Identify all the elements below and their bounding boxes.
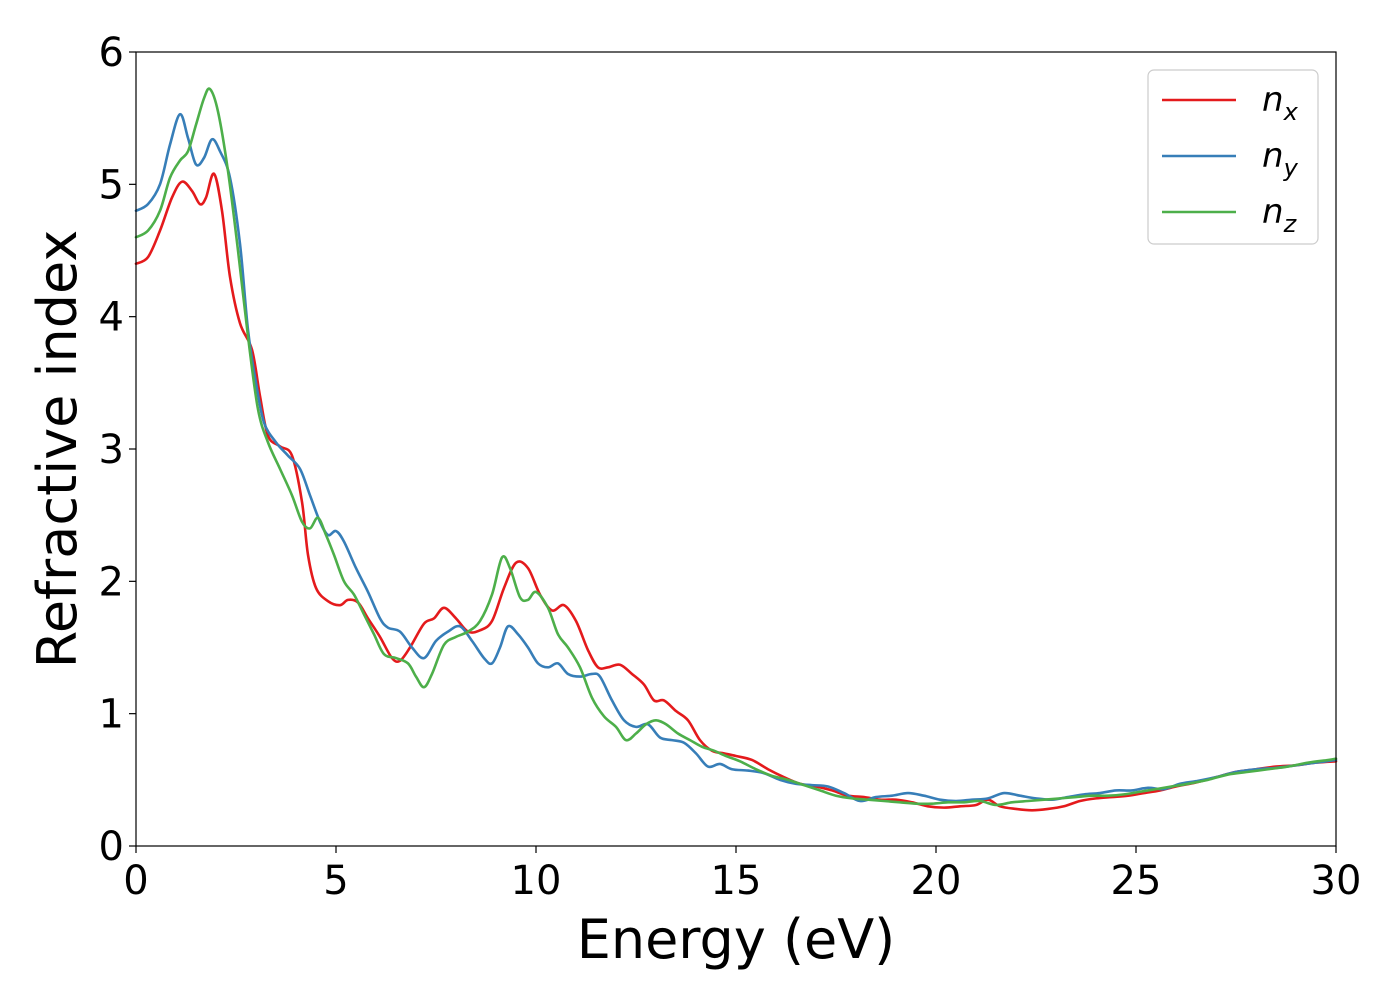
x-tick-label: 20: [911, 858, 962, 904]
x-tick-label: 30: [1311, 858, 1362, 904]
x-tick-label: 0: [123, 858, 148, 904]
plot-lines: [134, 87, 1338, 812]
x-axis-ticks: 0 5 10 15 20 25 30: [123, 846, 1361, 904]
x-tick-label: 15: [711, 858, 762, 904]
y-tick-label: 1: [99, 692, 124, 738]
y-tick-label: 5: [99, 162, 124, 208]
y-tick-label: 0: [99, 824, 124, 870]
legend-label-ny: ny: [1262, 136, 1299, 182]
legend: nx ny nz: [1147, 69, 1319, 245]
y-axis-ticks: 0 1 2 3 4 5 6: [99, 30, 136, 870]
y-axis-title: Refractive index: [26, 230, 89, 669]
y-tick-label: 4: [99, 295, 124, 341]
legend-label-nx: nx: [1262, 80, 1299, 126]
y-tick-label: 2: [99, 559, 124, 605]
x-tick-label: 25: [1111, 858, 1162, 904]
x-axis-title: Energy (eV): [577, 908, 896, 971]
legend-label-nz: nz: [1262, 192, 1298, 238]
y-tick-label: 6: [99, 30, 124, 76]
series-line-nz: [134, 87, 1338, 807]
x-tick-label: 5: [323, 858, 348, 904]
series-line-nx: [134, 172, 1338, 812]
x-tick-label: 10: [511, 858, 562, 904]
y-tick-label: 3: [99, 427, 124, 473]
